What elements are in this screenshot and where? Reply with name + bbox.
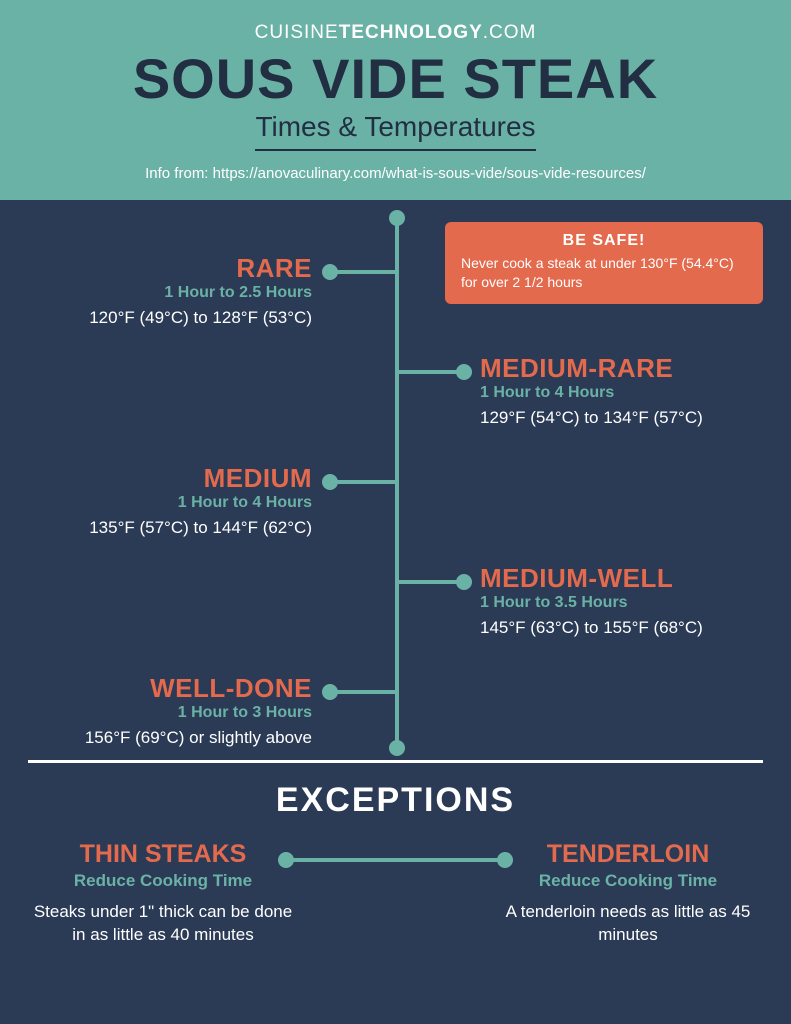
- timeline-connector: [330, 690, 397, 694]
- timeline-dot: [456, 574, 472, 590]
- site-thin: CUISINE: [255, 22, 339, 43]
- timeline-entry: MEDIUM-RARE1 Hour to 4 Hours 129°F (54°C)…: [480, 354, 780, 429]
- timeline-entry: RARE1 Hour to 2.5 Hours 120°F (49°C) to 1…: [0, 254, 312, 329]
- exception-tenderloin: TENDERLOIN Reduce Cooking Time A tenderl…: [493, 840, 763, 947]
- doneness-time: 1 Hour to 4 Hours: [480, 384, 780, 402]
- timeline-dot: [322, 684, 338, 700]
- timeline-dot-bottom: [389, 740, 405, 756]
- timeline-entry: MEDIUM-WELL1 Hour to 3.5 Hours 145°F (63°…: [480, 564, 780, 639]
- site-name: CUISINETECHNOLOGY.COM: [20, 22, 771, 44]
- safety-callout: BE SAFE! Never cook a steak at under 130…: [445, 222, 763, 304]
- timeline-dot: [322, 264, 338, 280]
- doneness-temp: 120°F (49°C) to 128°F (53°C): [0, 308, 312, 328]
- site-suffix: .COM: [483, 22, 537, 43]
- exception-right-sub: Reduce Cooking Time: [493, 871, 763, 891]
- exception-right-title: TENDERLOIN: [493, 840, 763, 869]
- info-source: Info from: https://anovaculinary.com/wha…: [20, 165, 771, 182]
- exception-left-title: THIN STEAKS: [28, 840, 298, 869]
- doneness-title: MEDIUM-RARE: [480, 354, 780, 383]
- doneness-temp: 135°F (57°C) to 144°F (62°C): [0, 518, 312, 538]
- exceptions-heading: EXCEPTIONS: [28, 781, 763, 820]
- safety-title: BE SAFE!: [461, 232, 747, 250]
- doneness-time: 1 Hour to 4 Hours: [0, 494, 312, 512]
- doneness-time: 1 Hour to 3 Hours: [0, 704, 312, 722]
- doneness-temp: 156°F (69°C) or slightly above: [0, 728, 312, 748]
- header: CUISINETECHNOLOGY.COM SOUS VIDE STEAK Ti…: [0, 0, 791, 200]
- timeline-connector: [397, 370, 464, 374]
- timeline-connector: [397, 580, 464, 584]
- doneness-title: MEDIUM-WELL: [480, 564, 780, 593]
- exception-left-sub: Reduce Cooking Time: [28, 871, 298, 891]
- timeline: BE SAFE! Never cook a steak at under 130…: [0, 200, 791, 760]
- safety-text: Never cook a steak at under 130°F (54.4°…: [461, 254, 747, 292]
- timeline-connector: [330, 270, 397, 274]
- timeline-entry: MEDIUM1 Hour to 4 Hours 135°F (57°C) to 1…: [0, 464, 312, 539]
- timeline-dot-top: [389, 210, 405, 226]
- doneness-title: MEDIUM: [0, 464, 312, 493]
- timeline-connector: [330, 480, 397, 484]
- exceptions-row: THIN STEAKS Reduce Cooking Time Steaks u…: [28, 840, 763, 980]
- timeline-dot: [456, 364, 472, 380]
- main-title: SOUS VIDE STEAK: [20, 50, 771, 109]
- exception-right-body: A tenderloin needs as little as 45 minut…: [493, 901, 763, 947]
- doneness-temp: 129°F (54°C) to 134°F (57°C): [480, 408, 780, 428]
- exception-left-body: Steaks under 1" thick can be done in as …: [28, 901, 298, 947]
- timeline-dot: [322, 474, 338, 490]
- site-bold: TECHNOLOGY: [339, 22, 483, 43]
- exceptions-section: EXCEPTIONS THIN STEAKS Reduce Cooking Ti…: [0, 763, 791, 980]
- doneness-time: 1 Hour to 3.5 Hours: [480, 594, 780, 612]
- doneness-temp: 145°F (63°C) to 155°F (68°C): [480, 618, 780, 638]
- doneness-title: RARE: [0, 254, 312, 283]
- subtitle: Times & Temperatures: [255, 111, 535, 151]
- exception-thin-steaks: THIN STEAKS Reduce Cooking Time Steaks u…: [28, 840, 298, 947]
- exceptions-connector-line: [286, 858, 505, 862]
- doneness-title: WELL-DONE: [0, 674, 312, 703]
- doneness-time: 1 Hour to 2.5 Hours: [0, 284, 312, 302]
- timeline-entry: WELL-DONE1 Hour to 3 Hours 156°F (69°C) o…: [0, 674, 312, 749]
